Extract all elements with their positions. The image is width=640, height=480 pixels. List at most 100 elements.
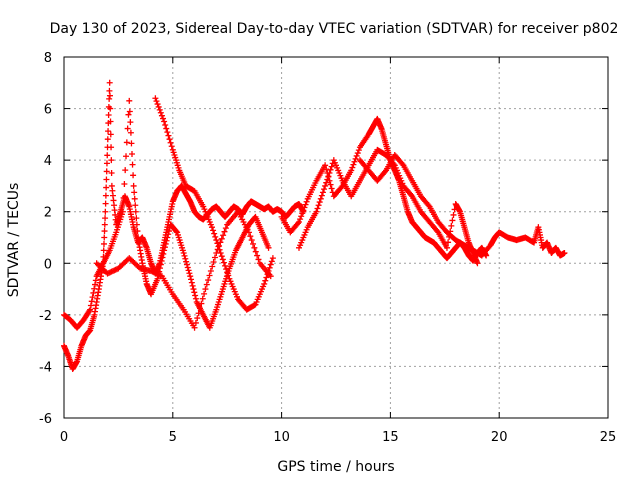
data-marks (61, 79, 568, 373)
plus-marker (443, 244, 450, 251)
plus-marker (103, 176, 110, 183)
plus-marker (134, 228, 141, 235)
plus-marker (224, 269, 231, 276)
plus-marker (163, 237, 170, 244)
plus-marker (106, 95, 113, 102)
plus-marker (324, 176, 331, 183)
plus-marker (126, 97, 133, 104)
axis-ticks (63, 56, 609, 419)
plus-marker (183, 258, 190, 265)
plus-marker (317, 195, 324, 202)
plus-marker (262, 277, 269, 284)
plus-marker (261, 280, 268, 287)
plus-marker (130, 172, 137, 179)
plus-marker (220, 259, 227, 266)
plus-marker (90, 289, 97, 296)
plus-marker (203, 281, 210, 288)
plus-marker (268, 258, 275, 265)
plus-marker (322, 162, 329, 169)
plus-marker (326, 170, 333, 177)
plus-marker (189, 282, 196, 289)
plus-marker (250, 240, 257, 247)
plus-marker (296, 219, 303, 226)
plus-marker (322, 182, 329, 189)
plus-marker (300, 207, 307, 214)
plus-marker (106, 79, 113, 86)
plus-marker (353, 152, 360, 159)
plus-marker (100, 240, 107, 247)
plus-marker (132, 208, 139, 215)
plus-marker (123, 139, 130, 146)
plus-marker (152, 95, 159, 102)
plus-marker (217, 239, 224, 246)
plus-marker (101, 234, 108, 241)
plus-marker (327, 181, 334, 188)
plus-marker (188, 276, 195, 283)
plus-marker (105, 112, 112, 119)
x-tick-label: 10 (273, 430, 290, 445)
plus-marker (105, 128, 112, 135)
series-trace-d (152, 95, 276, 313)
series-trace-g (356, 151, 485, 259)
y-tick-label: 6 (44, 103, 52, 118)
plus-marker (354, 150, 361, 157)
plus-marker (131, 195, 138, 202)
plus-marker (225, 272, 232, 279)
plus-marker (355, 147, 362, 154)
plus-marker (425, 202, 432, 209)
plus-marker (103, 184, 110, 191)
plus-marker (102, 192, 109, 199)
plus-marker (186, 270, 193, 277)
plus-marker (100, 247, 107, 254)
plus-marker (211, 230, 218, 237)
plus-marker (217, 249, 224, 256)
x-tick-labels: 0 5 10 15 20 25 (60, 430, 616, 445)
plus-marker (474, 260, 481, 267)
plus-marker (222, 225, 229, 232)
plus-marker (104, 152, 111, 159)
plus-marker (161, 118, 168, 125)
plus-marker (218, 235, 225, 242)
plus-marker (133, 221, 140, 228)
plus-marker (160, 250, 167, 257)
plus-marker (328, 185, 335, 192)
plus-marker (245, 229, 252, 236)
plus-marker (445, 239, 452, 246)
plus-marker (561, 249, 568, 256)
plus-marker (182, 255, 189, 262)
plus-marker (269, 255, 276, 262)
plus-marker (349, 164, 356, 171)
plus-marker (181, 252, 188, 259)
plus-marker (121, 180, 128, 187)
plus-marker (103, 168, 110, 175)
plus-marker (299, 210, 306, 217)
plus-marker (294, 220, 301, 227)
plus-marker (214, 240, 221, 247)
x-tick-label: 5 (169, 430, 177, 445)
y-tick-label: 8 (44, 51, 52, 66)
plus-marker (123, 153, 130, 160)
plus-marker (297, 216, 304, 223)
plus-marker (161, 244, 168, 251)
plus-marker (126, 108, 133, 115)
plus-marker (86, 307, 93, 314)
plus-marker (448, 222, 455, 229)
plus-marker (248, 237, 255, 244)
plus-marker (127, 129, 134, 136)
plus-marker (209, 263, 216, 270)
plus-marker (188, 279, 195, 286)
plus-marker (158, 258, 165, 265)
plus-marker (327, 166, 334, 173)
plus-marker (251, 244, 258, 251)
plus-marker (255, 256, 262, 263)
plus-marker (190, 286, 197, 293)
plus-marker (211, 254, 218, 261)
plus-marker (220, 232, 227, 239)
x-tick-label: 20 (491, 430, 508, 445)
plus-marker (194, 315, 201, 322)
plus-marker (165, 132, 172, 139)
plus-marker (202, 286, 209, 293)
plus-marker (263, 274, 270, 281)
plus-marker (87, 306, 94, 313)
plus-marker (265, 244, 272, 251)
